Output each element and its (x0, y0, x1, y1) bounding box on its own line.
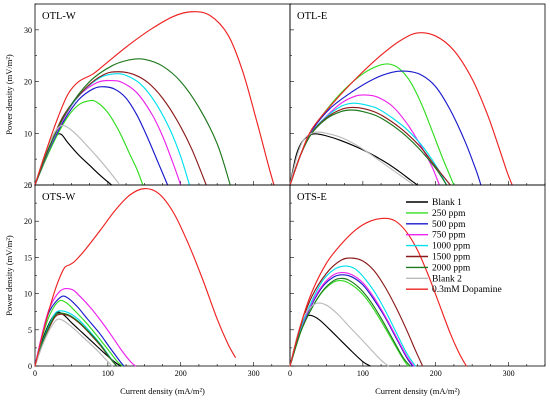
series-line (34, 71, 207, 186)
series-line (34, 11, 275, 186)
legend-item: 0.3mM Dopamine (406, 285, 502, 295)
legend-label: 2000 ppm (432, 263, 471, 273)
y-tick-label: 0 (28, 362, 32, 371)
series-line (289, 274, 413, 367)
series-line (289, 265, 416, 367)
x-tick-label: 100 (102, 369, 114, 378)
legend-label: 1500 ppm (432, 253, 471, 263)
x-axis-label: Current density (mA/m²) (375, 386, 460, 396)
series-line (34, 188, 236, 367)
y-tick-label: 10 (24, 290, 32, 299)
legend-label: Blank 1 (432, 198, 462, 208)
y-tick-label: 10 (24, 129, 32, 138)
series-line (34, 287, 137, 367)
legend-label: 0.3mM Dopamine (432, 285, 502, 295)
series-line (289, 257, 424, 367)
series-line (289, 277, 411, 367)
x-tick-label: 0 (33, 369, 37, 378)
series-line (34, 86, 169, 186)
panel-title: OTS-E (297, 192, 327, 203)
x-tick-label: 300 (248, 369, 260, 378)
series-line (34, 58, 231, 186)
series-line (289, 217, 467, 367)
legend-label: 1000 ppm (432, 242, 471, 252)
legend-item: Blank 2 (406, 274, 462, 284)
y-tick-label: 20 (24, 78, 32, 87)
series-line (34, 299, 124, 367)
panel-frame (34, 3, 291, 186)
series-line (289, 102, 448, 186)
legend-label: 250 ppm (432, 209, 466, 219)
legend-item: 1000 ppm (406, 242, 471, 252)
x-tick-label: 300 (503, 369, 515, 378)
y-tick-label: 30 (24, 26, 32, 35)
legend-item: 2000 ppm (406, 263, 471, 273)
legend-item: Blank 1 (406, 198, 462, 208)
panel-title: OTL-W (42, 11, 76, 22)
legend-label: 750 ppm (432, 231, 466, 241)
series-line (289, 131, 415, 186)
legend-item: 1500 ppm (406, 253, 471, 263)
y-tick-label: 20 (24, 217, 32, 226)
y-axis-label: Power density (mV/m²) (4, 54, 14, 135)
panel-title: OTS-W (42, 192, 75, 203)
legend-item: 250 ppm (406, 209, 466, 219)
panel-frame (289, 184, 546, 367)
x-tick-label: 0 (288, 369, 292, 378)
legend-item: 500 ppm (406, 220, 466, 230)
series-line (289, 70, 482, 186)
legend-label: Blank 2 (432, 274, 462, 284)
x-tick-label: 100 (357, 369, 369, 378)
y-tick-label: 25 (24, 181, 32, 190)
panel-1: OTL-E (289, 3, 546, 186)
legend-item: 750 ppm (406, 231, 466, 241)
panels-layer: 0 10 20 30 OTL-W Power density (mV/m²) OTL-E 0 5… (4, 3, 546, 396)
series-line (289, 133, 419, 186)
series-line (289, 279, 409, 367)
y-tick-label: 15 (24, 253, 32, 262)
y-tick-label: 0 (28, 181, 32, 190)
series-line (34, 99, 144, 186)
x-tick-label: 200 (175, 369, 187, 378)
x-axis-label: Current density (mA/m²) (120, 386, 205, 396)
series-line (289, 32, 513, 186)
series-line (34, 79, 182, 186)
series-line (289, 272, 415, 367)
series-line (289, 106, 451, 186)
panel-0: 0 10 20 30 OTL-W Power density (mV/m²) (4, 3, 291, 190)
x-tick-label: 200 (430, 369, 442, 378)
series-line (34, 312, 118, 367)
y-axis-label: Power density (mV/m²) (4, 235, 14, 316)
series-line (34, 311, 122, 367)
series-line (34, 318, 113, 367)
panel-3: 0 100 200 300 OTS-E Current density (mA/m²) (288, 184, 546, 396)
y-tick-label: 5 (28, 326, 32, 335)
panel-frame (34, 184, 291, 367)
legend-label: 500 ppm (432, 220, 466, 230)
panel-title: OTL-E (297, 11, 327, 22)
